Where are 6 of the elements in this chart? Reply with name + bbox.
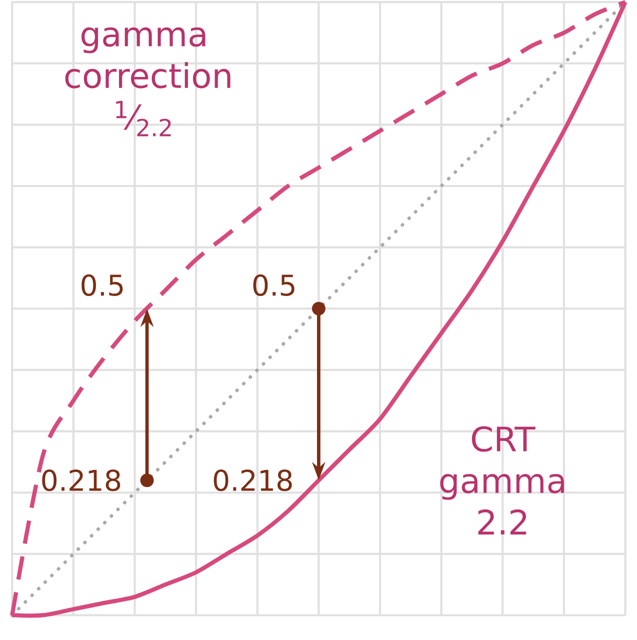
annotation: 0.218 xyxy=(42,470,120,492)
annotation: 0.5 xyxy=(81,274,122,296)
text: gamma correction $^{1}$⁄$_{2.2}$ xyxy=(65,27,230,136)
annotation: 0.5 xyxy=(253,274,294,296)
series-label: CRT gamma 2.2 xyxy=(440,426,564,534)
annotation: 0.218 xyxy=(214,470,292,492)
